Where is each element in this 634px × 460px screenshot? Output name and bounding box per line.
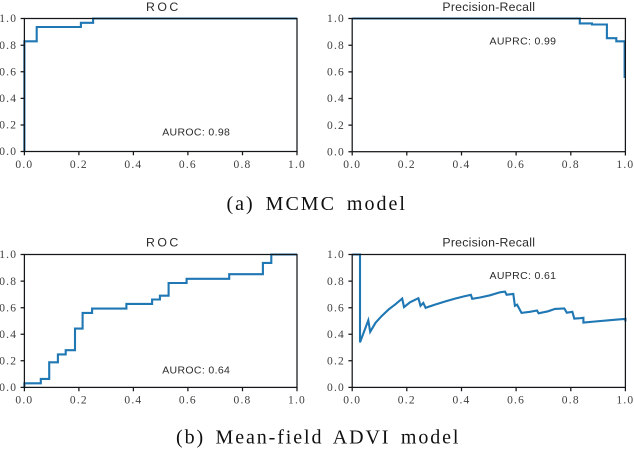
svg-text:0.4: 0.4 bbox=[124, 395, 142, 407]
svg-text:0.4: 0.4 bbox=[453, 395, 471, 407]
svg-text:1.0: 1.0 bbox=[616, 395, 634, 407]
svg-text:0.0: 0.0 bbox=[327, 146, 345, 158]
svg-text:0.4: 0.4 bbox=[327, 93, 345, 105]
svg-text:1.0: 1.0 bbox=[288, 159, 306, 171]
svg-text:0.4: 0.4 bbox=[0, 329, 17, 341]
svg-text:(a) MCMC model: (a) MCMC model bbox=[226, 193, 406, 215]
svg-text:1.0: 1.0 bbox=[327, 13, 345, 25]
svg-text:0.2: 0.2 bbox=[0, 120, 17, 132]
svg-text:0.2: 0.2 bbox=[398, 159, 416, 171]
svg-text:0.0: 0.0 bbox=[343, 159, 361, 171]
svg-text:1.0: 1.0 bbox=[0, 249, 17, 261]
svg-text:0.2: 0.2 bbox=[327, 120, 345, 132]
svg-text:0.6: 0.6 bbox=[0, 67, 17, 79]
svg-text:0.8: 0.8 bbox=[0, 40, 17, 52]
svg-text:0.0: 0.0 bbox=[0, 146, 17, 158]
svg-text:1.0: 1.0 bbox=[616, 159, 634, 171]
svg-text:0.2: 0.2 bbox=[0, 356, 17, 368]
svg-text:0.4: 0.4 bbox=[0, 93, 17, 105]
svg-text:0.8: 0.8 bbox=[234, 159, 252, 171]
svg-text:0.8: 0.8 bbox=[562, 395, 580, 407]
svg-text:0.4: 0.4 bbox=[453, 159, 471, 171]
svg-text:0.4: 0.4 bbox=[327, 329, 345, 341]
svg-text:AUPRC: 0.99: AUPRC: 0.99 bbox=[490, 36, 557, 48]
svg-text:0.6: 0.6 bbox=[179, 159, 197, 171]
svg-text:AUROC: 0.64: AUROC: 0.64 bbox=[162, 365, 230, 377]
svg-text:0.6: 0.6 bbox=[0, 302, 17, 314]
svg-text:0.2: 0.2 bbox=[327, 356, 345, 368]
svg-text:0.0: 0.0 bbox=[0, 382, 17, 394]
svg-text:1.0: 1.0 bbox=[327, 249, 345, 261]
svg-text:0.6: 0.6 bbox=[327, 302, 345, 314]
svg-text:0.2: 0.2 bbox=[70, 159, 88, 171]
svg-text:0.8: 0.8 bbox=[562, 159, 580, 171]
svg-text:0.0: 0.0 bbox=[343, 395, 361, 407]
svg-text:1.0: 1.0 bbox=[0, 13, 17, 25]
svg-text:0.8: 0.8 bbox=[327, 40, 345, 52]
svg-text:0.8: 0.8 bbox=[234, 395, 252, 407]
svg-text:Precision-Recall: Precision-Recall bbox=[442, 0, 535, 14]
svg-text:0.4: 0.4 bbox=[124, 159, 142, 171]
svg-text:0.6: 0.6 bbox=[507, 395, 525, 407]
svg-text:1.0: 1.0 bbox=[288, 395, 306, 407]
svg-text:0.2: 0.2 bbox=[398, 395, 416, 407]
svg-text:AUROC: 0.98: AUROC: 0.98 bbox=[162, 127, 230, 139]
svg-text:ROC: ROC bbox=[146, 236, 181, 250]
svg-text:0.6: 0.6 bbox=[179, 395, 197, 407]
svg-text:0.0: 0.0 bbox=[15, 159, 33, 171]
svg-text:0.6: 0.6 bbox=[507, 159, 525, 171]
svg-text:ROC: ROC bbox=[146, 0, 181, 14]
svg-text:0.8: 0.8 bbox=[0, 276, 17, 288]
svg-text:AUPRC: 0.61: AUPRC: 0.61 bbox=[490, 270, 557, 282]
svg-text:0.0: 0.0 bbox=[327, 382, 345, 394]
svg-text:0.0: 0.0 bbox=[15, 395, 33, 407]
svg-text:Precision-Recall: Precision-Recall bbox=[442, 236, 535, 250]
svg-text:(b) Mean-field ADVI model: (b) Mean-field ADVI model bbox=[176, 427, 460, 449]
svg-text:0.2: 0.2 bbox=[70, 395, 88, 407]
svg-text:0.8: 0.8 bbox=[327, 276, 345, 288]
svg-text:0.6: 0.6 bbox=[327, 67, 345, 79]
